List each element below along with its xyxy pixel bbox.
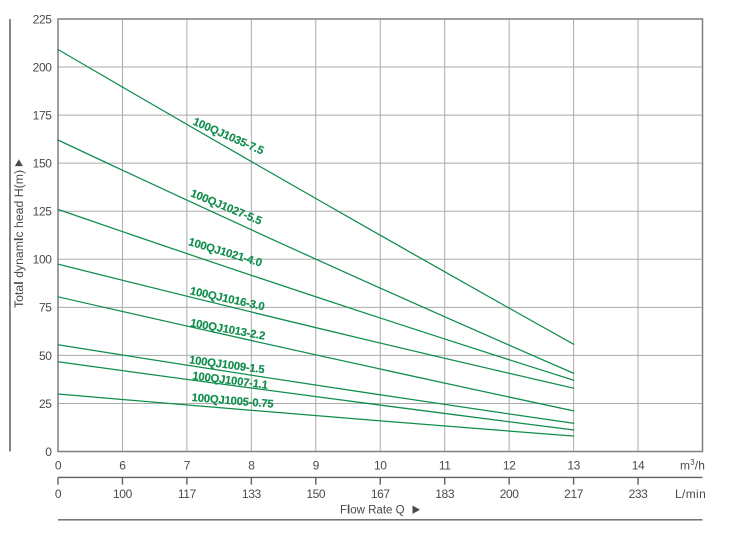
svg-text:25: 25	[39, 397, 52, 411]
svg-text:200: 200	[500, 487, 520, 501]
svg-text:100: 100	[33, 253, 53, 267]
svg-text:0: 0	[55, 487, 62, 501]
svg-text:50: 50	[39, 349, 52, 363]
svg-text:6: 6	[119, 458, 126, 472]
svg-text:175: 175	[33, 109, 53, 123]
svg-text:13: 13	[567, 458, 580, 472]
svg-text:233: 233	[629, 487, 649, 501]
svg-text:117: 117	[178, 487, 197, 501]
svg-text:183: 183	[435, 487, 455, 501]
svg-text:125: 125	[33, 205, 53, 219]
svg-text:0: 0	[45, 445, 52, 459]
svg-text:14: 14	[632, 458, 645, 472]
svg-text:9: 9	[313, 458, 320, 472]
svg-text:m3/h: m3/h	[680, 458, 705, 472]
svg-text:225: 225	[33, 12, 53, 26]
svg-text:11: 11	[439, 458, 451, 472]
svg-text:Flow Rate Q: Flow Rate Q	[340, 505, 405, 517]
svg-text:8: 8	[248, 458, 255, 472]
svg-text:12: 12	[503, 458, 516, 472]
svg-text:133: 133	[242, 487, 262, 501]
svg-text:167: 167	[371, 487, 391, 501]
svg-text:L/min: L/min	[675, 487, 706, 501]
svg-text:75: 75	[39, 301, 52, 315]
svg-text:217: 217	[564, 487, 584, 501]
svg-text:10: 10	[374, 458, 387, 472]
svg-text:200: 200	[33, 60, 53, 74]
svg-text:150: 150	[33, 157, 53, 171]
svg-text:0: 0	[55, 458, 62, 472]
svg-text:150: 150	[306, 487, 326, 501]
svg-text:100: 100	[113, 487, 133, 501]
svg-text:Total dynamlc head H(m): Total dynamlc head H(m)	[12, 170, 26, 308]
svg-text:7: 7	[184, 458, 191, 472]
